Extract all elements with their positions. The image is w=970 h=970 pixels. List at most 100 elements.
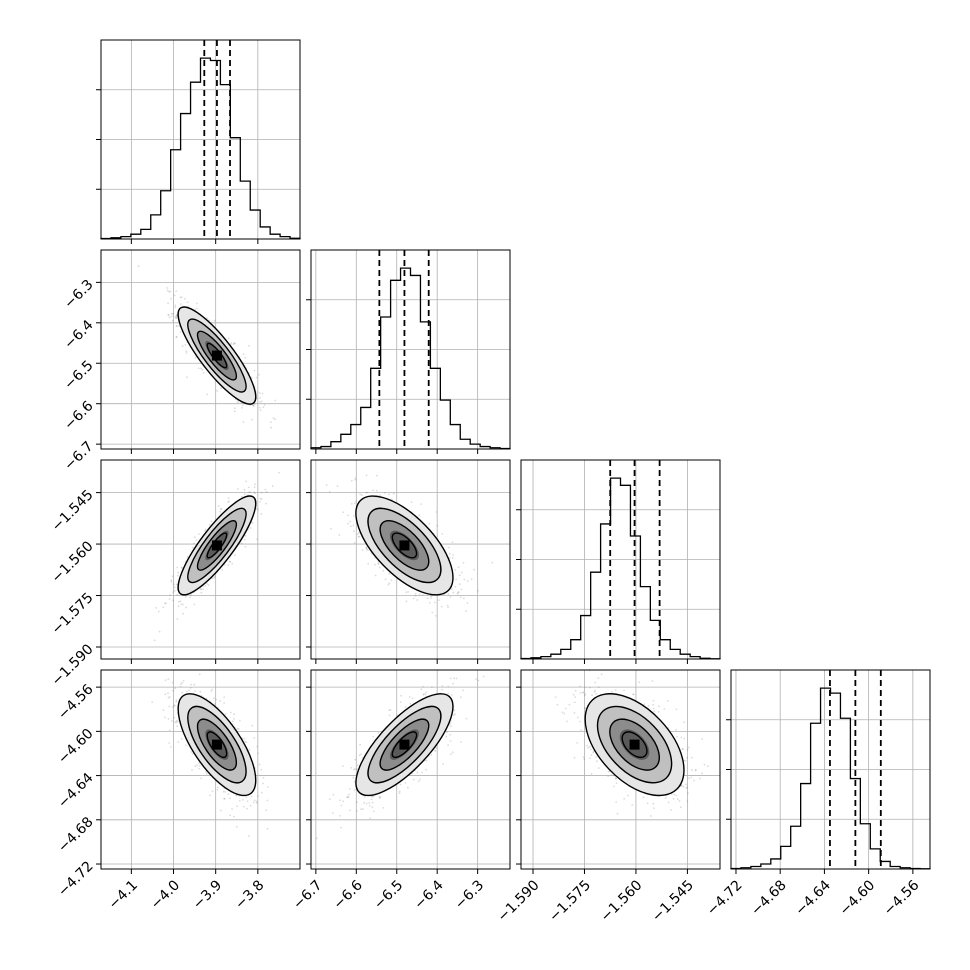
scatter-point — [274, 399, 277, 402]
scatter-point — [372, 735, 374, 738]
scatter-point — [171, 706, 174, 708]
scatter-point — [390, 498, 393, 501]
scatter-point — [651, 680, 654, 682]
scatter-point — [233, 713, 236, 716]
scatter-point — [227, 793, 230, 795]
scatter-point — [173, 590, 176, 592]
scatter-point — [201, 368, 204, 371]
scatter-point — [425, 759, 428, 762]
scatter-point — [675, 728, 678, 731]
scatter-point — [421, 594, 424, 596]
scatter-point — [261, 392, 264, 395]
scatter-point — [457, 591, 460, 593]
scatter-point — [448, 552, 451, 555]
scatter-point — [184, 596, 187, 598]
scatter-point — [460, 741, 462, 743]
scatter-point — [153, 639, 156, 642]
scatter-point — [370, 795, 373, 798]
scatter-point — [214, 575, 216, 578]
scatter-point — [259, 409, 262, 412]
scatter-point — [615, 777, 617, 780]
scatter-point — [223, 563, 226, 566]
scatter-point — [162, 709, 165, 712]
scatter-point — [573, 756, 576, 759]
scatter-point — [374, 563, 376, 566]
scatter-point — [229, 711, 232, 714]
scatter-point — [454, 568, 457, 571]
scatter-point — [219, 700, 222, 702]
scatter-point — [211, 577, 214, 579]
scatter-point — [442, 763, 445, 765]
scatter-point — [232, 343, 235, 345]
scatter-point — [265, 491, 268, 493]
scatter-point — [168, 742, 171, 744]
scatter-point — [465, 717, 468, 720]
scatter-point — [448, 557, 451, 560]
scatter-point — [172, 689, 175, 692]
scatter-point — [452, 591, 455, 594]
scatter-point — [399, 783, 402, 786]
scatter-point — [169, 594, 171, 596]
scatter-point — [576, 742, 579, 744]
scatter-point — [350, 503, 353, 505]
scatter-point — [623, 797, 626, 800]
scatter-point — [167, 314, 170, 316]
scatter-point — [196, 307, 198, 310]
scatter-point — [257, 752, 259, 755]
scatter-point — [191, 753, 194, 755]
scatter-point — [685, 783, 687, 786]
scatter-point — [204, 585, 207, 587]
scatter-point — [372, 489, 374, 492]
scatter-point — [491, 561, 494, 564]
scatter-point — [412, 597, 415, 600]
scatter-point — [233, 410, 236, 413]
scatter-point — [597, 677, 600, 679]
scatter-point — [208, 319, 211, 322]
scatter-point — [353, 530, 355, 532]
scatter-point — [452, 554, 454, 556]
scatter-point — [680, 784, 683, 787]
scatter-point — [227, 564, 230, 566]
scatter-point — [167, 717, 170, 720]
scatter-point — [182, 603, 184, 606]
scatter-point — [419, 778, 421, 781]
scatter-point — [354, 477, 357, 480]
scatter-point — [164, 693, 167, 696]
scatter-point — [354, 758, 357, 761]
scatter-point — [365, 546, 368, 549]
scatter-point — [219, 510, 222, 513]
scatter-point — [236, 727, 239, 730]
scatter-point — [266, 799, 269, 802]
scatter-point — [206, 772, 208, 775]
scatter-point — [243, 488, 246, 491]
scatter-point — [168, 705, 171, 708]
scatter-point — [412, 778, 415, 781]
scatter-point — [214, 703, 216, 705]
scatter-point — [338, 534, 341, 536]
scatter-point — [198, 762, 200, 764]
scatter-point — [449, 721, 452, 724]
scatter-point — [228, 500, 231, 502]
scatter-point — [175, 699, 178, 702]
scatter-point — [175, 336, 178, 339]
scatter-point — [378, 566, 381, 569]
scatter-point — [447, 685, 450, 688]
scatter-point — [166, 289, 169, 292]
scatter-point — [173, 716, 175, 719]
scatter-point — [227, 501, 230, 504]
scatter-point — [686, 786, 688, 789]
scatter-point — [430, 597, 432, 599]
scatter-point — [450, 725, 452, 728]
scatter-point — [250, 795, 253, 798]
scatter-point — [230, 342, 233, 344]
scatter-point — [164, 602, 167, 605]
scatter-point — [352, 515, 355, 517]
scatter-point — [463, 597, 465, 600]
scatter-point — [200, 591, 203, 594]
scatter-point — [379, 796, 382, 799]
scatter-point — [213, 576, 216, 579]
scatter-point — [398, 790, 401, 793]
scatter-point — [460, 588, 463, 591]
scatter-point — [172, 599, 174, 602]
scatter-point — [200, 777, 203, 780]
